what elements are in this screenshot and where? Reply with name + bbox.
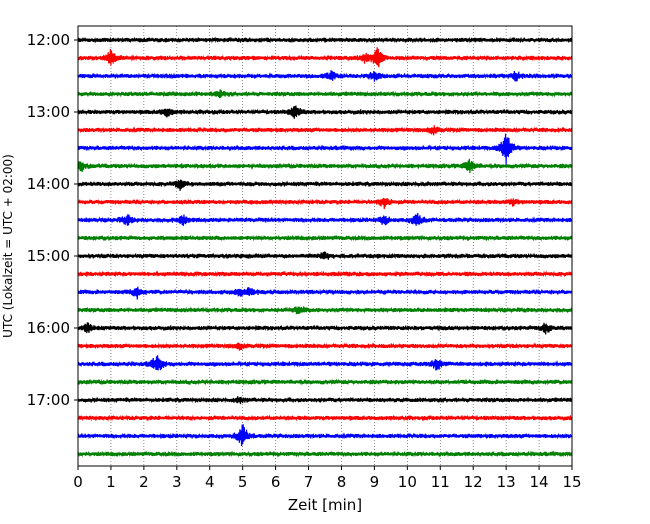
trace-1615 [77,342,573,351]
y-tick-label-1700: 17:00 [27,391,70,409]
trace-1730 [77,424,573,446]
trace-1630 [77,355,573,371]
x-tick-label-15: 15 [562,473,581,491]
trace-1315 [77,125,573,136]
trace-1230 [77,70,573,82]
x-axis-label: Zeit [min] [288,496,362,514]
y-axis-ticks: 12:00 13:00 14:00 15:00 16:00 17:00 [27,31,78,409]
trace-1645 [77,378,573,386]
x-tick-label-0: 0 [73,473,83,491]
y-tick-label-1600: 16:00 [27,319,70,337]
y-tick-label-1500: 15:00 [27,247,70,265]
x-tick-label-2: 2 [139,473,149,491]
x-tick-label-1: 1 [106,473,116,491]
trace-1200 [77,36,573,44]
trace-1430 [77,213,573,226]
trace-1345 [77,158,573,174]
trace-1545 [77,306,573,315]
trace-1400 [77,179,573,191]
trace-1445 [77,234,573,242]
x-tick-label-14: 14 [530,473,549,491]
x-tick-label-4: 4 [205,473,215,491]
plot-frame [77,25,573,467]
seismic-traces [77,36,573,458]
x-tick-label-13: 13 [497,473,516,491]
x-tick-label-7: 7 [304,473,314,491]
x-tick-label-8: 8 [337,473,347,491]
trace-1600 [77,322,573,335]
trace-1745 [77,450,573,458]
y-tick-label-1400: 14:00 [27,175,70,193]
y-tick-label-1300: 13:00 [27,103,70,121]
trace-1715 [77,414,573,422]
x-tick-label-9: 9 [370,473,380,491]
x-tick-label-6: 6 [271,473,281,491]
trace-1300 [77,105,573,119]
trace-1530 [77,286,573,300]
trace-1415 [77,197,573,210]
trace-1215 [77,47,573,68]
trace-1500 [77,251,573,260]
x-tick-label-12: 12 [464,473,483,491]
x-tick-label-5: 5 [238,473,248,491]
grid-lines [110,26,540,466]
trace-1700 [77,396,573,405]
x-tick-label-3: 3 [172,473,182,491]
x-axis-ticks: 0 1 2 3 4 5 6 7 8 9 10 11 12 13 14 15 [73,466,582,491]
x-tick-label-10: 10 [398,473,417,491]
trace-1245 [77,89,573,98]
trace-1330 [77,133,573,165]
y-tick-label-1200: 12:00 [27,31,70,49]
trace-1515 [77,270,573,278]
x-tick-label-11: 11 [431,473,450,491]
y-axis-label: UTC (Lokalzeit = UTC + 02:00) [1,154,15,338]
